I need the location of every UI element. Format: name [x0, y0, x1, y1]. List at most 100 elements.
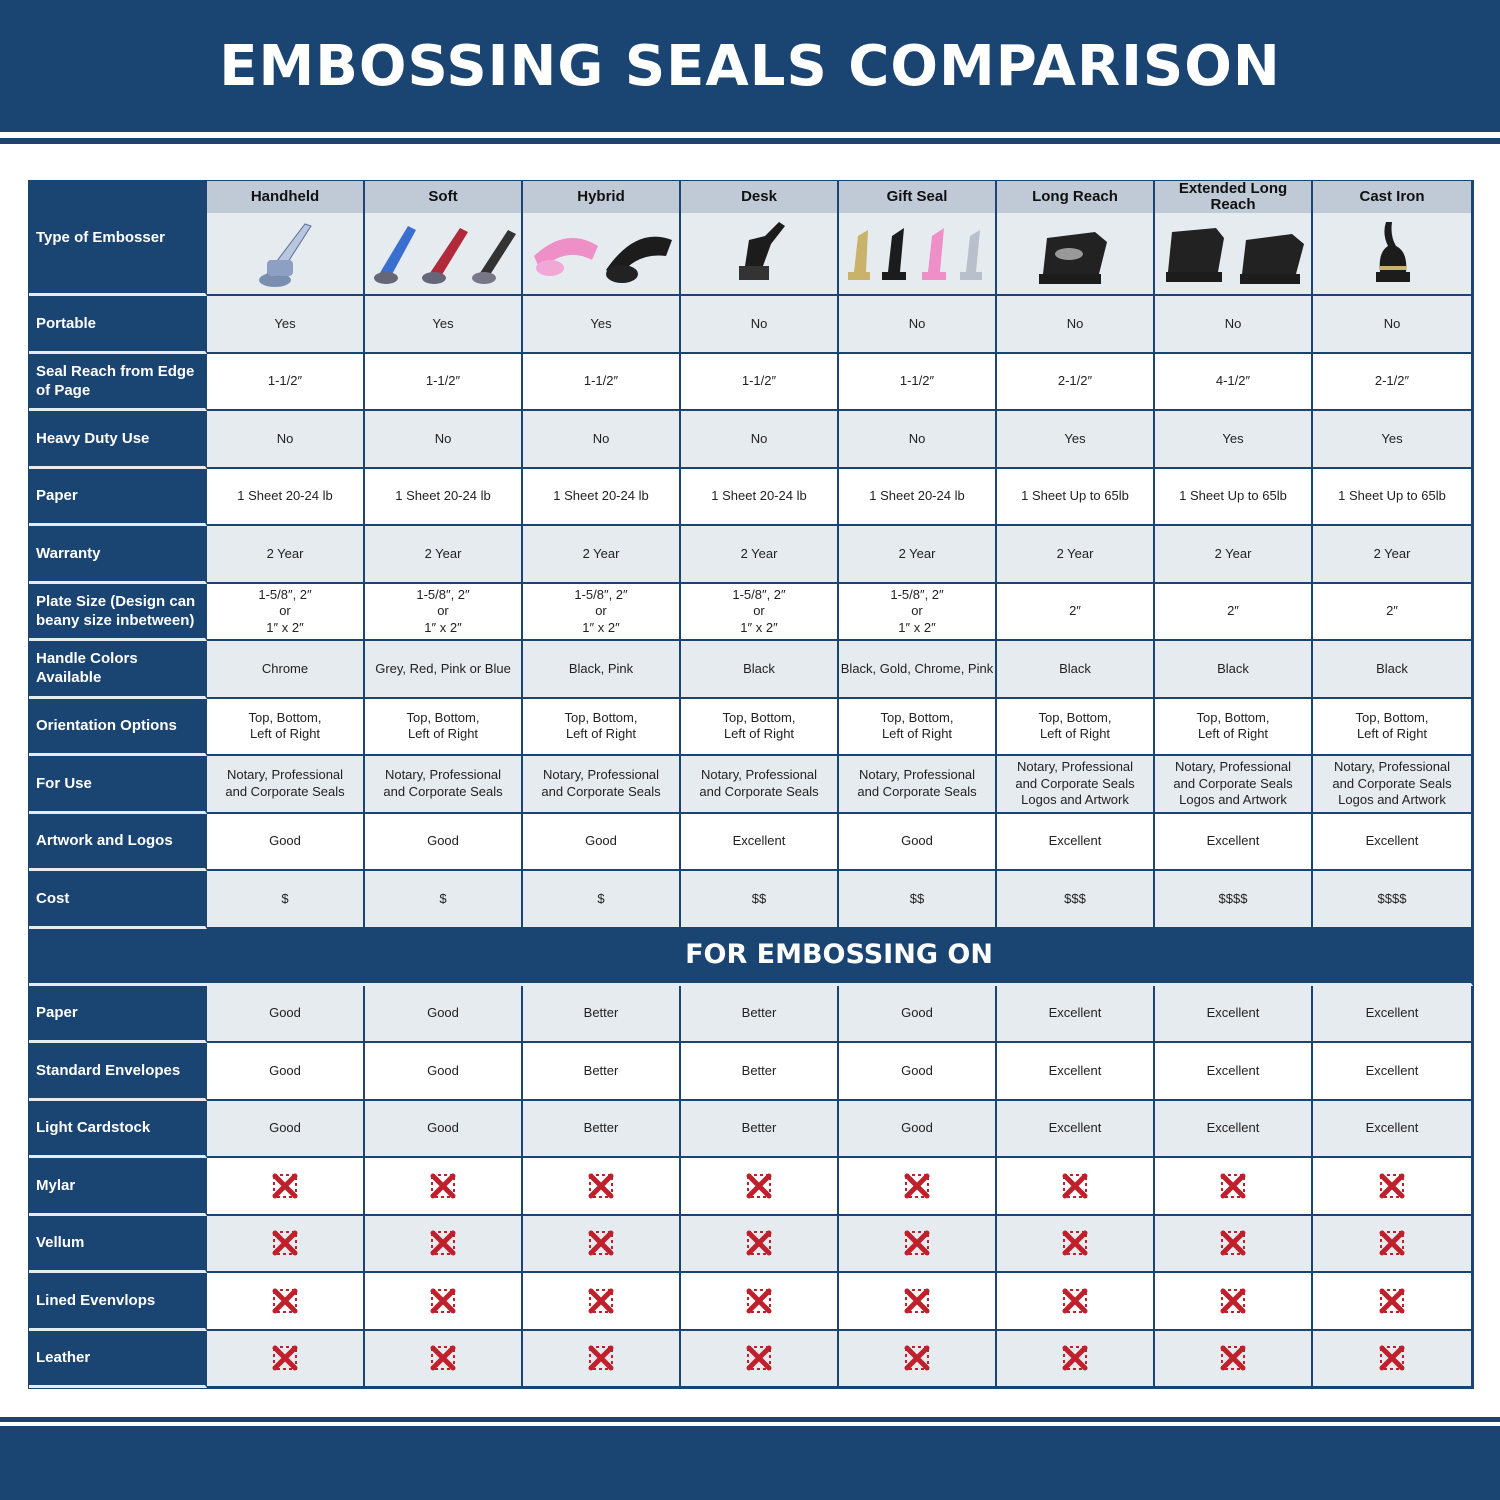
x-icon — [1313, 1273, 1473, 1331]
table-cell: No — [839, 296, 997, 354]
table-cell: 1 Sheet 20-24 lb — [681, 468, 839, 526]
table-cell: Good — [365, 985, 523, 1043]
table-cell: 2 Year — [997, 526, 1155, 584]
table-cell: Notary, Professional and Corporate Seals — [365, 756, 523, 814]
chrome-handheld-embosser-picture — [259, 222, 312, 287]
blue-red-grey-soft-embossers-image — [365, 213, 523, 296]
table-cell: Black, Pink — [523, 641, 681, 699]
table-cell: Good — [207, 985, 365, 1043]
x-icon — [523, 1158, 681, 1216]
table-cell: Good — [365, 1100, 523, 1158]
table-cell: 2 Year — [365, 526, 523, 584]
x-icon — [681, 1215, 839, 1273]
row-label-handle-colors-available: Handle Colors Available — [29, 641, 207, 699]
table-cell: Top, Bottom, Left of Right — [365, 698, 523, 756]
x-icon — [365, 1273, 523, 1331]
table-cell: $ — [207, 871, 365, 929]
table-cell: No — [681, 296, 839, 354]
table-cell: Notary, Professional and Corporate Seals — [207, 756, 365, 814]
header-divider — [0, 138, 1500, 144]
table-cell: 2 Year — [523, 526, 681, 584]
table-cell: 1-1/2″ — [523, 353, 681, 411]
page-footer — [0, 1426, 1500, 1500]
table-cell: $ — [523, 871, 681, 929]
section-header: FOR EMBOSSING ON — [29, 928, 1473, 986]
row-label-vellum: Vellum — [29, 1215, 207, 1273]
table-cell: Excellent — [1313, 985, 1473, 1043]
x-icon — [207, 1215, 365, 1273]
row-label-leather: Leather — [29, 1330, 207, 1388]
x-icon — [1313, 1158, 1473, 1216]
table-cell: 1 Sheet 20-24 lb — [207, 468, 365, 526]
table-cell: $$ — [839, 871, 997, 929]
x-icon — [839, 1158, 997, 1216]
table-cell: No — [997, 296, 1155, 354]
table-cell: Notary, Professional and Corporate Seals — [839, 756, 997, 814]
table-cell: Black — [1155, 641, 1313, 699]
column-header-handheld: Handheld — [207, 181, 365, 213]
x-icon — [365, 1215, 523, 1273]
table-cell: 1 Sheet Up to 65lb — [1313, 468, 1473, 526]
table-cell: Top, Bottom, Left of Right — [523, 698, 681, 756]
table-cell: 4-1/2″ — [1155, 353, 1313, 411]
table-cell: Notary, Professional and Corporate Seals — [523, 756, 681, 814]
table-cell: Notary, Professional and Corporate Seals… — [1155, 756, 1313, 814]
row-label-cost: Cost — [29, 871, 207, 929]
table-cell: 2 Year — [1313, 526, 1473, 584]
table-cell: 1 Sheet 20-24 lb — [523, 468, 681, 526]
table-cell: No — [1313, 296, 1473, 354]
table-cell: 1 Sheet 20-24 lb — [839, 468, 997, 526]
table-cell: 1-1/2″ — [839, 353, 997, 411]
table-cell: $$ — [681, 871, 839, 929]
table-cell: 2-1/2″ — [997, 353, 1155, 411]
footer-divider — [0, 1417, 1500, 1422]
table-cell: 2″ — [1313, 583, 1473, 641]
table-cell: Excellent — [1155, 813, 1313, 871]
table-cell: 1-5/8″, 2″ or 1″ x 2″ — [523, 583, 681, 641]
column-header-cast-iron: Cast Iron — [1313, 181, 1473, 213]
table-cell: Good — [207, 813, 365, 871]
table-cell: 2-1/2″ — [1313, 353, 1473, 411]
table-cell: $$$$ — [1313, 871, 1473, 929]
table-cell: No — [1155, 296, 1313, 354]
table-cell: Black — [997, 641, 1155, 699]
pink-black-hybrid-embossers-image — [523, 213, 681, 296]
x-icon — [997, 1215, 1155, 1273]
x-icon — [997, 1273, 1155, 1331]
x-icon — [1313, 1330, 1473, 1388]
row-label-portable: Portable — [29, 296, 207, 354]
table-cell: 1-5/8″, 2″ or 1″ x 2″ — [839, 583, 997, 641]
table-cell: Good — [523, 813, 681, 871]
table-cell: Excellent — [1313, 1043, 1473, 1101]
column-header-extended-long-reach: Extended Long Reach — [1155, 180, 1313, 213]
black-cast-iron-embosser-picture — [1376, 221, 1410, 282]
x-icon — [1155, 1215, 1313, 1273]
x-icon — [1313, 1215, 1473, 1273]
table-cell: Black — [1313, 641, 1473, 699]
table-cell: Top, Bottom, Left of Right — [207, 698, 365, 756]
x-icon — [997, 1330, 1155, 1388]
table-cell: Excellent — [997, 1100, 1155, 1158]
row-label-for-use: For Use — [29, 756, 207, 814]
pink-black-hybrid-embossers-picture — [534, 236, 672, 283]
x-icon — [997, 1158, 1155, 1216]
table-cell: Excellent — [1155, 1100, 1313, 1158]
table-cell: Excellent — [1155, 1043, 1313, 1101]
blue-red-grey-soft-embossers-picture — [374, 225, 516, 284]
x-icon — [207, 1158, 365, 1216]
table-cell: Notary, Professional and Corporate Seals — [681, 756, 839, 814]
table-cell: Good — [839, 1043, 997, 1101]
black-desk-embosser-image — [681, 213, 839, 296]
table-cell: No — [207, 411, 365, 469]
x-icon — [839, 1215, 997, 1273]
table-cell: 2″ — [997, 583, 1155, 641]
table-cell: 2″ — [1155, 583, 1313, 641]
gold-black-pink-chrome-gift-seals-image — [839, 213, 997, 296]
table-cell: 1-1/2″ — [681, 353, 839, 411]
two-black-extended-embossers-image — [1155, 213, 1313, 296]
table-cell: Better — [523, 1100, 681, 1158]
table-cell: Excellent — [997, 985, 1155, 1043]
table-cell: No — [839, 411, 997, 469]
table-cell: Good — [365, 1043, 523, 1101]
row-label-mylar: Mylar — [29, 1158, 207, 1216]
